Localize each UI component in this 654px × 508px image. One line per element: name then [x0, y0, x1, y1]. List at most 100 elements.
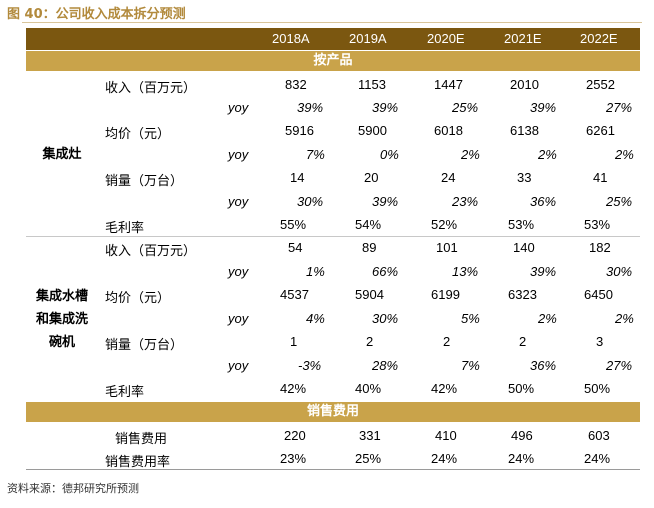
table-cell: 2 [519, 334, 527, 349]
row-label: 销量（万台） [105, 338, 184, 353]
table-cell: 4% [306, 311, 325, 326]
section-title: 按产品 [313, 53, 353, 68]
row-label: 均价（元） [105, 291, 171, 306]
table-cell: 27% [606, 358, 633, 373]
table-cell: 2% [461, 147, 480, 162]
table-cell: 30% [606, 264, 633, 279]
section-title: 销售费用 [306, 404, 359, 419]
year-header: 2022E [580, 31, 618, 46]
section-band [26, 51, 640, 71]
year-header: 2021E [504, 31, 542, 46]
table-cell: 39% [297, 100, 324, 115]
row-label: 收入（百万元） [105, 244, 197, 259]
table-cell: 39% [372, 100, 399, 115]
table-cell: 5% [461, 311, 480, 326]
table-cell: 41 [593, 170, 608, 185]
table-cell: 7% [306, 147, 325, 162]
yoy-label: yoy [228, 147, 249, 162]
table-cell: 33 [517, 170, 532, 185]
table-cell: 2 [443, 334, 451, 349]
table-cell: 36% [530, 194, 557, 209]
table-cell: 28% [372, 358, 399, 373]
title-rule [22, 22, 642, 23]
yoy-label: yoy [228, 311, 249, 326]
group-label: 集成水槽 [35, 289, 88, 304]
table-cell: 4537 [280, 287, 309, 302]
table-cell: 3 [596, 334, 604, 349]
group-label: 和集成洗 [35, 312, 88, 327]
table-cell: 39% [530, 264, 557, 279]
year-header: 2018A [272, 31, 310, 46]
table-cell: 50% [508, 381, 535, 396]
source-note: 资料来源：德邦研究所预测 [7, 482, 139, 495]
header-band [26, 28, 640, 50]
table-cell: 6323 [508, 287, 537, 302]
table-cell: 140 [513, 240, 535, 255]
table-cell: 39% [372, 194, 399, 209]
table-cell: 54 [288, 240, 303, 255]
table-cell: 603 [588, 428, 610, 443]
table-cell: 7% [461, 358, 480, 373]
table-cell: 6199 [431, 287, 460, 302]
table-cell: 30% [297, 194, 324, 209]
table-cell: 52% [431, 217, 458, 232]
table-cell: 6261 [586, 123, 615, 138]
table-cell: 24 [441, 170, 456, 185]
table-cell: 496 [511, 428, 533, 443]
table-cell: 1447 [434, 77, 463, 92]
row-label: 毛利率 [105, 221, 145, 236]
table-cell: 24% [508, 451, 535, 466]
table-cell: 50% [584, 381, 611, 396]
table-cell: 6450 [584, 287, 613, 302]
year-header: 2019A [349, 31, 387, 46]
table-cell: 13% [452, 264, 479, 279]
table-cell: 6018 [434, 123, 463, 138]
table-cell: 5904 [355, 287, 384, 302]
table-cell: 27% [606, 100, 633, 115]
table-cell: 5916 [285, 123, 314, 138]
row-label: 销售费用率 [105, 455, 171, 470]
table-cell: 14 [290, 170, 305, 185]
table-cell: 2% [538, 147, 557, 162]
table-cell: 2 [366, 334, 374, 349]
row-label: 均价（元） [105, 127, 171, 142]
table-cell: 2552 [586, 77, 615, 92]
table-cell: 832 [285, 77, 307, 92]
table-cell: 23% [452, 194, 479, 209]
table-cell: 220 [284, 428, 306, 443]
table-cell: 1153 [358, 77, 386, 92]
row-label: 毛利率 [105, 385, 145, 400]
table-cell: 53% [584, 217, 611, 232]
table-cell: 25% [606, 194, 633, 209]
table-cell: 331 [359, 428, 381, 443]
table-cell: 410 [435, 428, 457, 443]
section-band [26, 402, 640, 422]
table-cell: 1% [306, 264, 325, 279]
table-cell: 53% [508, 217, 535, 232]
year-header: 2020E [427, 31, 465, 46]
table-cell: 30% [372, 311, 399, 326]
table-cell: 39% [530, 100, 557, 115]
table-cell: 36% [530, 358, 557, 373]
row-label: 销售费用 [115, 432, 168, 447]
table-cell: 24% [431, 451, 458, 466]
table-cell: 25% [452, 100, 479, 115]
table-cell: 2010 [510, 77, 539, 92]
table-cell: 1 [290, 334, 298, 349]
table-cell: 55% [280, 217, 307, 232]
figure-title: 图 40：公司收入成本拆分预测 [7, 7, 186, 22]
table-cell: 23% [280, 451, 307, 466]
table-cell: 182 [589, 240, 611, 255]
table-cell: 40% [355, 381, 382, 396]
table-cell: 25% [355, 451, 382, 466]
table-cell: 54% [355, 217, 382, 232]
table-cell: 66% [372, 264, 399, 279]
group-label: 碗机 [48, 335, 75, 350]
table-cell: 89 [362, 240, 377, 255]
group-label: 集成灶 [42, 147, 82, 162]
table-cell: 2% [538, 311, 557, 326]
table-cell: 20 [364, 170, 379, 185]
row-label: 销量（万台） [105, 174, 184, 189]
table-bottom-rule [26, 469, 640, 470]
row-label: 收入（百万元） [105, 81, 197, 96]
